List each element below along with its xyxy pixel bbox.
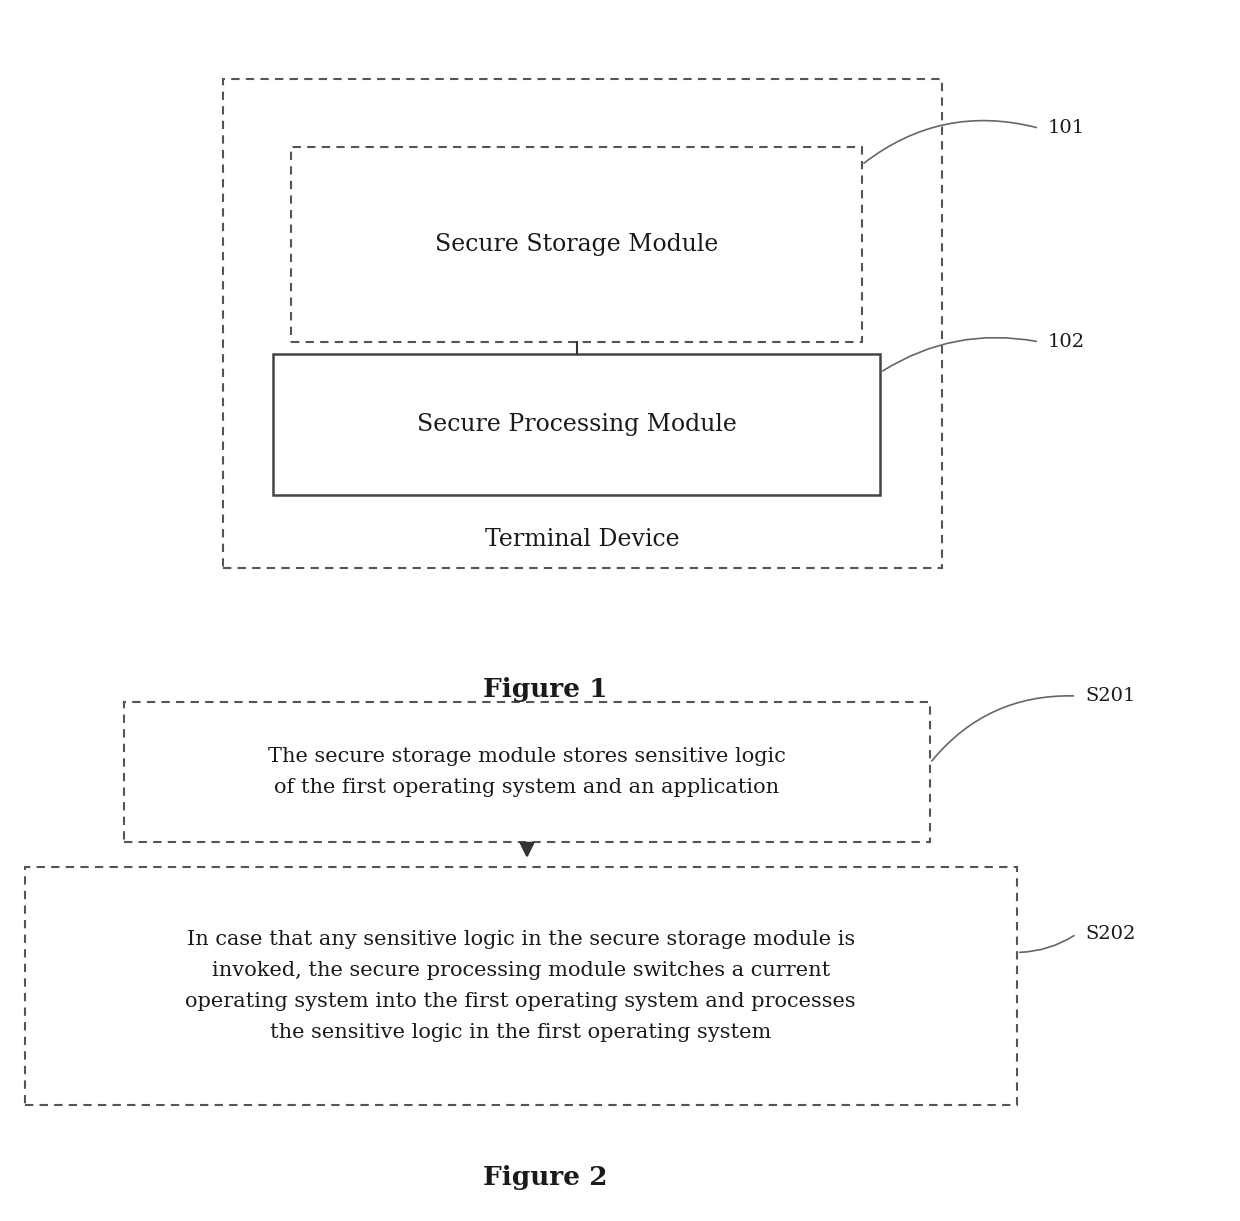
- Bar: [223, 79, 942, 568]
- Bar: [291, 147, 862, 342]
- Text: Secure Storage Module: Secure Storage Module: [435, 233, 718, 255]
- Text: Terminal Device: Terminal Device: [486, 529, 680, 551]
- Bar: [124, 702, 930, 842]
- Text: S201: S201: [1085, 687, 1136, 705]
- Text: In case that any sensitive logic in the secure storage module is
invoked, the se: In case that any sensitive logic in the …: [186, 930, 856, 1042]
- FancyArrowPatch shape: [864, 121, 1037, 164]
- FancyArrowPatch shape: [931, 696, 1074, 761]
- Bar: [273, 354, 880, 495]
- Text: Figure 1: Figure 1: [484, 678, 608, 702]
- Text: S202: S202: [1085, 926, 1136, 943]
- FancyArrowPatch shape: [1019, 935, 1074, 952]
- Text: Secure Processing Module: Secure Processing Module: [417, 413, 737, 436]
- Bar: [25, 867, 1017, 1105]
- FancyArrowPatch shape: [883, 337, 1037, 371]
- Text: 101: 101: [1048, 120, 1085, 137]
- Text: 102: 102: [1048, 333, 1085, 350]
- Text: The secure storage module stores sensitive logic
of the first operating system a: The secure storage module stores sensiti…: [268, 747, 786, 797]
- Text: Figure 2: Figure 2: [484, 1166, 608, 1190]
